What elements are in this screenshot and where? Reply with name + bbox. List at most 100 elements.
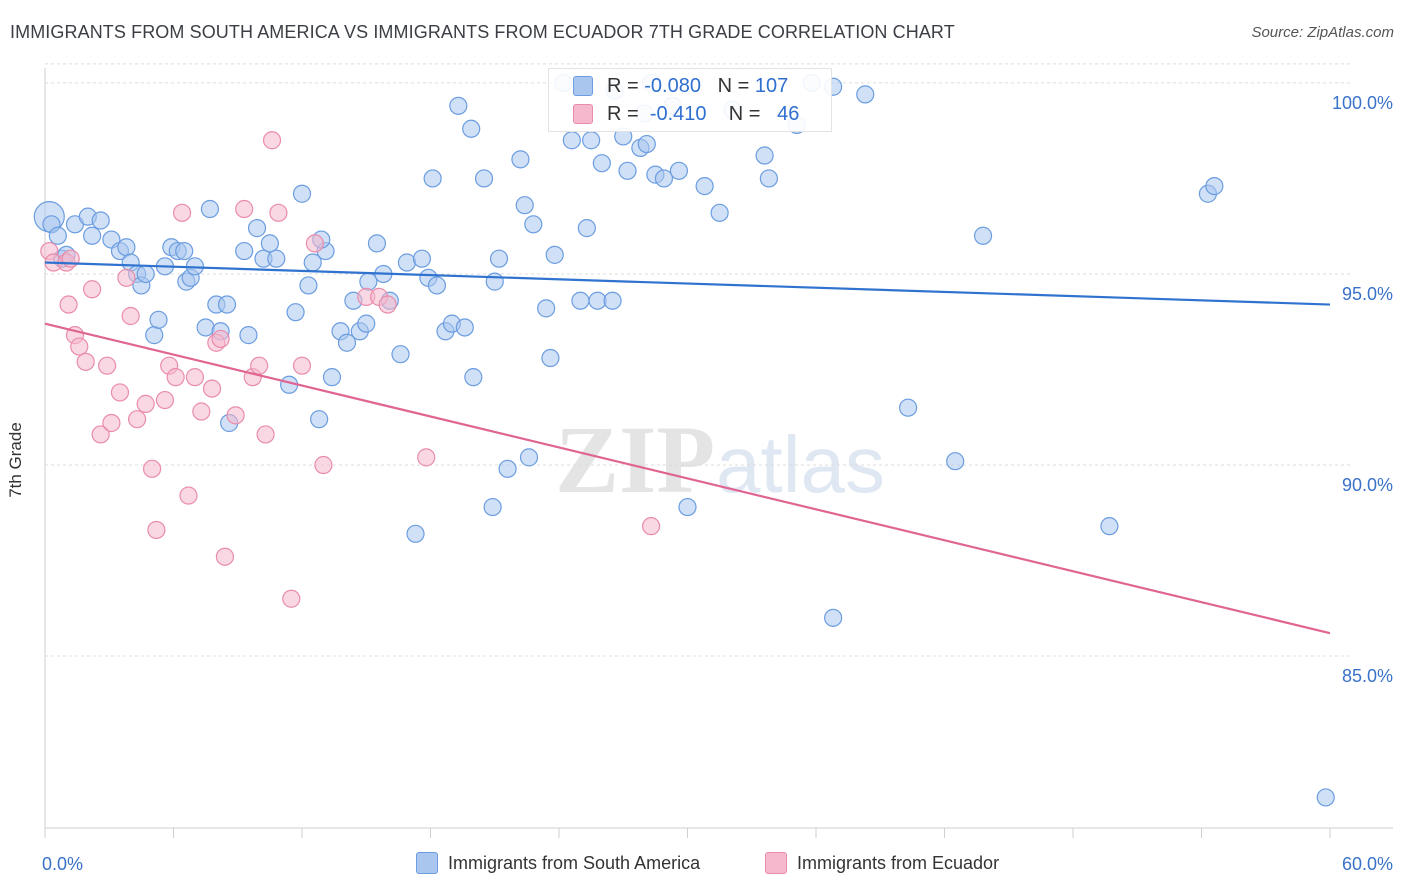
point-south-america: [898, 398, 918, 417]
trend-line-south-america: [44, 261, 1331, 306]
trend-lines: [44, 261, 1331, 635]
point-south-america: [247, 219, 267, 238]
r-label: R =: [607, 102, 639, 125]
point-south-america: [367, 234, 387, 253]
n-value: 107: [754, 74, 789, 97]
point-ecuador: [127, 410, 147, 429]
y-tick-label: 85.0%: [1342, 666, 1393, 686]
point-south-america: [489, 249, 509, 268]
n-label: N =: [728, 102, 761, 125]
point-ecuador: [305, 234, 324, 253]
point-south-america: [239, 326, 258, 345]
point-south-america: [824, 608, 843, 627]
point-south-america: [267, 249, 286, 268]
point-south-america: [406, 524, 425, 543]
stats-text-south-america: R = -0.080 N = 107: [607, 75, 788, 98]
point-south-america: [856, 85, 875, 104]
point-ecuador: [282, 589, 301, 608]
point-south-america: [217, 295, 237, 314]
point-ecuador: [314, 455, 333, 475]
point-ecuador: [59, 295, 78, 314]
point-ecuador: [211, 329, 230, 349]
point-south-america: [973, 226, 993, 245]
point-ecuador: [417, 448, 436, 467]
point-south-america: [83, 226, 102, 245]
point-south-america: [577, 219, 596, 238]
point-south-america: [637, 134, 656, 154]
point-ecuador: [378, 295, 397, 314]
point-ecuador: [292, 356, 312, 375]
tick-labels: 85.0% 90.0% 95.0% 100.0% 0.0% 60.0%: [42, 93, 1393, 874]
point-south-america: [592, 154, 611, 173]
point-south-america: [515, 196, 534, 215]
point-south-america: [200, 199, 220, 219]
point-south-america: [286, 303, 305, 322]
y-tick-label: 100.0%: [1332, 93, 1393, 113]
point-ecuador: [641, 517, 661, 536]
watermark-atlas: atlas: [716, 420, 885, 509]
legend-item-south-america: Immigrants from South America: [416, 852, 700, 874]
point-ecuador: [262, 131, 282, 150]
point-south-america: [571, 291, 590, 310]
point-south-america: [537, 299, 556, 318]
point-ecuador: [136, 394, 155, 413]
point-ecuador: [70, 337, 89, 356]
y-tick-label: 95.0%: [1342, 284, 1393, 304]
point-ecuador: [215, 547, 234, 566]
r-value: -0.410: [649, 102, 707, 125]
point-south-america: [519, 448, 539, 467]
chart-title: IMMIGRANTS FROM SOUTH AMERICA VS IMMIGRA…: [10, 22, 955, 42]
point-south-america: [946, 452, 965, 471]
point-south-america: [582, 131, 601, 150]
point-ecuador: [192, 402, 211, 421]
point-ecuador: [147, 520, 166, 540]
point-south-america: [391, 345, 410, 364]
point-south-america: [1100, 517, 1119, 536]
point-south-america: [196, 318, 215, 337]
point-south-america: [562, 131, 581, 150]
point-ecuador: [102, 413, 121, 433]
point-south-america: [322, 368, 342, 387]
point-south-america: [462, 119, 481, 138]
point-south-america: [292, 184, 312, 203]
point-ecuador: [172, 203, 192, 222]
point-south-america: [397, 253, 417, 272]
point-south-america: [310, 410, 329, 429]
point-ecuador: [250, 356, 269, 375]
x-tick-label: 60.0%: [1342, 854, 1393, 874]
point-south-america: [618, 161, 637, 180]
point-ecuador: [76, 352, 95, 371]
legend-item-ecuador: Immigrants from Ecuador: [765, 852, 999, 874]
watermark: ZIP atlas: [555, 406, 885, 513]
point-ecuador: [179, 486, 198, 505]
point-south-america: [260, 234, 279, 253]
point-south-america: [710, 203, 729, 222]
point-south-america: [91, 211, 110, 230]
data-points: [33, 73, 1335, 807]
point-south-america: [654, 169, 674, 188]
point-south-america: [759, 169, 778, 188]
point-south-america: [1205, 176, 1224, 196]
point-south-america: [464, 368, 483, 387]
legend-label-ecuador: Immigrants from Ecuador: [797, 852, 1000, 873]
point-south-america: [511, 150, 530, 169]
point-ecuador: [226, 406, 245, 425]
point-south-america: [48, 226, 67, 245]
point-ecuador: [269, 203, 288, 222]
point-ecuador: [155, 390, 175, 410]
point-ecuador: [256, 425, 275, 444]
point-south-america: [423, 169, 442, 188]
series-legend: Immigrants from South America Immigrants…: [0, 852, 1406, 876]
trend-line-ecuador: [44, 322, 1331, 635]
point-south-america: [175, 241, 194, 261]
point-south-america: [1316, 788, 1335, 807]
point-south-america: [235, 241, 254, 261]
point-ecuador: [166, 368, 185, 387]
point-south-america: [145, 326, 164, 345]
x-tick-label: 0.0%: [42, 854, 83, 874]
point-south-america: [337, 333, 357, 352]
point-ecuador: [202, 379, 222, 398]
point-south-america: [357, 314, 376, 333]
stats-text-ecuador: R = -0.410 N = 46: [607, 103, 799, 126]
